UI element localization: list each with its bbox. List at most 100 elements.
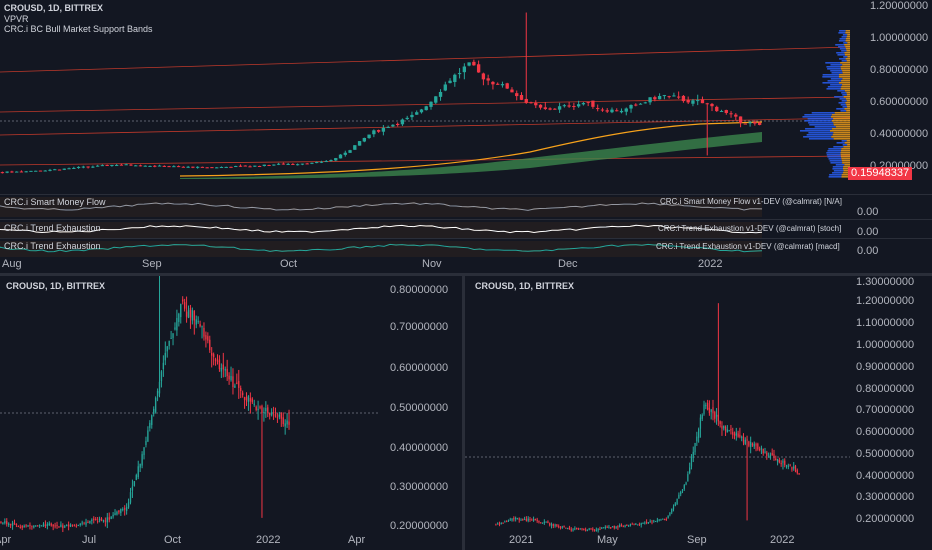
candle-body — [228, 375, 230, 380]
candle-body — [284, 423, 286, 427]
candle-body — [156, 390, 159, 397]
vpvr-bar — [838, 32, 846, 34]
vpvr-bar — [841, 92, 847, 94]
vpvr-bar — [804, 120, 832, 122]
candle-body — [534, 102, 538, 106]
candle-body — [504, 521, 506, 523]
main-y-axis[interactable]: 1.20000000 1.00000000 0.80000000 0.60000… — [850, 0, 932, 180]
candle-body — [596, 108, 600, 110]
candle-body — [135, 475, 137, 480]
candle-body — [617, 526, 619, 528]
candle-body — [29, 170, 33, 172]
main-chart[interactable] — [0, 0, 850, 180]
x-tick: 2021 — [509, 534, 534, 546]
vpvr-bar — [845, 48, 850, 50]
vpvr-bar — [846, 106, 850, 108]
candle-body — [153, 408, 155, 415]
candle-body — [38, 525, 41, 527]
candle-body — [64, 526, 66, 528]
candle-body — [62, 168, 66, 170]
candle-body — [255, 406, 257, 410]
candle-body — [76, 166, 81, 168]
candle-body — [158, 381, 161, 394]
candle-body — [234, 385, 236, 388]
y-tick: 0.30000000 — [390, 481, 449, 493]
bottom-left-title: CROUSD, 1D, BITTREX — [6, 281, 106, 291]
candle-body — [300, 163, 305, 165]
candle-body — [733, 433, 736, 436]
candle-body — [134, 165, 138, 167]
bottom-left-y-axis[interactable]: 0.80000000 0.70000000 0.60000000 0.50000… — [380, 276, 462, 534]
candle-body — [672, 506, 675, 510]
candle-body — [798, 473, 800, 475]
candle-body — [597, 528, 599, 531]
candle-body — [680, 491, 682, 495]
bottom-right-x-axis[interactable]: 2021 May Sep 2022 — [465, 534, 850, 550]
moving-average-line — [179, 121, 763, 177]
vpvr-bar — [840, 62, 850, 64]
candle-body — [149, 422, 151, 428]
candle-body — [40, 525, 43, 527]
vpvr-bar — [827, 150, 841, 152]
candle-body — [584, 529, 587, 531]
candle-body — [448, 80, 452, 84]
candle-body — [791, 467, 793, 470]
candle-body — [11, 522, 14, 526]
candle-body — [513, 517, 515, 520]
candle-body — [91, 166, 95, 168]
candle-body — [572, 529, 574, 531]
candle-body — [694, 443, 696, 453]
candle-body — [116, 511, 118, 515]
vpvr-bar — [836, 108, 845, 110]
subpane-3-left-label: CRC.i Trend Exhaustion — [4, 241, 101, 251]
vpvr-bar — [802, 116, 831, 118]
subpane-smart-money[interactable] — [0, 195, 850, 218]
y-tick: 1.00000000 — [856, 339, 915, 351]
bottom-right-chart[interactable] — [465, 276, 850, 534]
candle-body — [674, 503, 676, 506]
vpvr-bar — [806, 134, 833, 136]
subpane-trend-macd[interactable] — [0, 239, 850, 257]
candle-body — [295, 164, 300, 166]
vpvr-bar — [841, 60, 847, 62]
vpvr-bar — [833, 122, 850, 124]
candle-body — [583, 528, 585, 530]
vpvr-bar — [828, 158, 842, 160]
candle-body — [215, 167, 219, 169]
candle-body — [124, 508, 126, 510]
candle-body — [67, 524, 70, 527]
y-tick: 0.40000000 — [390, 442, 449, 454]
candle-body — [531, 519, 533, 521]
candle-body — [193, 310, 195, 321]
vpvr-bar — [830, 162, 843, 164]
candle-body — [100, 518, 103, 521]
candle-body — [581, 103, 586, 105]
candle-body — [81, 166, 86, 168]
vpvr-bar — [845, 46, 850, 48]
candle-body — [13, 523, 16, 525]
y-tick: 0.50000000 — [390, 402, 449, 414]
candle-body — [205, 167, 209, 169]
candle-body — [58, 526, 60, 528]
candle-body — [520, 519, 522, 521]
vpvr-bar — [839, 58, 846, 60]
candle-body — [166, 346, 168, 352]
main-x-axis[interactable]: Aug Sep Oct Nov Dec 2022 — [0, 258, 850, 274]
subpane-trend-stoch[interactable] — [0, 220, 850, 238]
vpvr-bar — [847, 34, 850, 36]
candle-body — [653, 97, 657, 100]
candle-body — [600, 109, 605, 111]
vpvr-bar — [822, 76, 839, 78]
bottom-right-y-axis[interactable]: 1.30000000 1.20000000 1.10000000 1.00000… — [850, 276, 932, 534]
vpvr-bar — [805, 128, 833, 130]
vpvr-bar — [843, 56, 848, 58]
candle-body — [610, 527, 612, 529]
bottom-left-chart[interactable] — [0, 276, 380, 534]
bottom-left-x-axis[interactable]: Apr Jul Oct 2022 Apr — [0, 534, 380, 550]
candle-body — [719, 110, 724, 112]
candle-body — [665, 519, 667, 521]
vpvr-bar — [840, 154, 850, 156]
candle-body — [253, 165, 257, 167]
candle-body — [218, 359, 221, 369]
candle-body — [538, 104, 543, 108]
